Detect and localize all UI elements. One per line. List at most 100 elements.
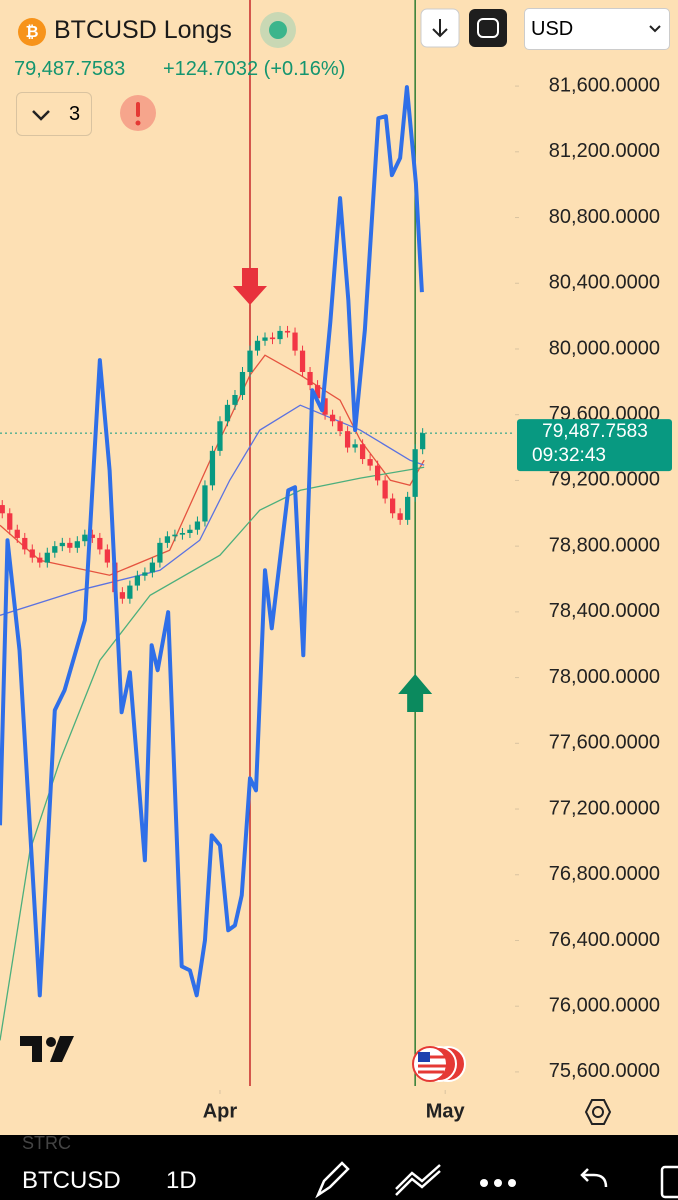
candle-body	[187, 529, 193, 534]
scroll-down-button[interactable]	[420, 8, 460, 48]
y-tick-label: 78,000.0000	[549, 666, 660, 688]
warning-icon[interactable]	[118, 93, 158, 133]
candle-body	[247, 350, 253, 372]
moving-average-line	[0, 466, 425, 1041]
x-tick-label: Apr	[203, 1100, 238, 1122]
plot-area	[0, 0, 678, 1135]
candle-body	[194, 521, 201, 530]
indicators-button[interactable]	[395, 1164, 441, 1196]
price-tag-label: 79,487.7583	[542, 421, 648, 442]
svg-text:₿: ₿	[25, 23, 38, 41]
y-tick-label: 81,600.0000	[549, 74, 660, 96]
y-tick-label: 80,400.0000	[549, 272, 660, 294]
indicator-count: 3	[69, 103, 81, 125]
candle-body	[232, 394, 238, 405]
y-tick-label: 77,200.0000	[549, 797, 660, 819]
candle-body	[44, 552, 50, 563]
candle-body	[224, 404, 231, 422]
down-arrow	[232, 268, 267, 305]
candle-body	[269, 337, 276, 340]
countdown-label: 09:32:43	[532, 445, 606, 466]
candle-body	[254, 340, 261, 351]
candle-body	[344, 431, 351, 448]
price-tag	[517, 419, 672, 472]
layout-button[interactable]	[660, 1165, 678, 1199]
candle-body	[29, 549, 35, 558]
bottom-toolbar: STRC BTCUSD 1D	[0, 1133, 678, 1200]
candle-body	[239, 371, 246, 395]
y-tick-label: 81,200.0000	[549, 140, 660, 162]
candle-body	[405, 496, 411, 520]
candle-body	[412, 449, 418, 497]
settings-icon[interactable]	[580, 1094, 616, 1130]
more-button[interactable]	[480, 1179, 516, 1187]
draw-button[interactable]	[315, 1161, 350, 1199]
moving-average-line	[0, 404, 425, 616]
undo-button[interactable]	[580, 1168, 608, 1188]
price-change: +124.7032 (+0.16%)	[163, 58, 346, 80]
chart: 81,600.0000 81,200.0000 80,800.0000 80,400.…	[0, 0, 678, 1135]
market-status[interactable]	[258, 10, 298, 50]
symbol-button[interactable]: BTCUSD	[22, 1167, 121, 1194]
fullscreen-button[interactable]	[468, 8, 508, 48]
y-tick-label: 79,200.0000	[549, 469, 660, 491]
candle-body	[59, 542, 65, 547]
y-tick-label: 77,600.0000	[549, 732, 660, 754]
candle-body	[217, 421, 223, 451]
candle-body	[172, 534, 178, 537]
overlay-line	[0, 85, 424, 998]
candle-body	[382, 480, 388, 499]
candle-body	[209, 450, 216, 486]
y-tick-label: 80,800.0000	[549, 206, 660, 228]
y-tick-label: 78,400.0000	[549, 600, 660, 622]
candle-body	[202, 485, 208, 522]
toolbar-icons	[315, 1161, 678, 1199]
candle-body	[352, 444, 358, 448]
candle-body	[157, 542, 163, 563]
y-tick-label: 76,400.0000	[549, 929, 660, 951]
candle-body	[284, 330, 291, 333]
candle-body	[127, 585, 133, 599]
up-arrow	[398, 674, 433, 712]
candle-body	[7, 513, 13, 530]
candle-body	[337, 421, 343, 432]
candle-body	[397, 513, 403, 520]
symbol-title[interactable]: BTCUSD Longs	[54, 16, 232, 44]
candle-body	[149, 562, 156, 573]
candle-body	[420, 433, 426, 450]
candle-body	[52, 546, 58, 553]
candle-body	[134, 575, 141, 586]
candle-body	[37, 557, 43, 563]
candle-body	[89, 534, 95, 538]
candle-body	[0, 505, 5, 514]
us-events-icon[interactable]	[410, 1044, 466, 1084]
interval-button[interactable]: 1D	[166, 1167, 197, 1194]
currency-label: USD	[531, 18, 574, 40]
candle-body	[22, 537, 28, 550]
bitcoin-icon: ₿	[18, 18, 46, 46]
tradingview-logo	[20, 1036, 74, 1062]
x-tick-label: May	[426, 1100, 466, 1122]
candle-body	[67, 542, 73, 548]
y-tick-label: 80,000.0000	[549, 337, 660, 359]
candle-body	[299, 350, 306, 372]
candle-body	[164, 536, 171, 543]
candle-body	[97, 537, 103, 550]
candle-body	[179, 533, 186, 535]
candle-body	[314, 385, 321, 399]
currency-select[interactable]: USD	[524, 8, 670, 50]
candle-body	[307, 371, 313, 386]
y-tick-label: 75,600.0000	[549, 1060, 660, 1082]
candle-body	[104, 549, 110, 563]
y-tick-label: 76,800.0000	[549, 863, 660, 885]
candle-body	[82, 534, 88, 542]
candle-body	[142, 572, 148, 576]
faded-symbol: STRC	[22, 1133, 71, 1153]
candle-body	[367, 459, 373, 466]
candle-body	[374, 465, 381, 481]
indicators-toggle[interactable]: 3	[16, 92, 92, 136]
chevron-icon	[32, 110, 50, 121]
candle-body	[359, 444, 366, 460]
candle-body	[322, 398, 328, 415]
